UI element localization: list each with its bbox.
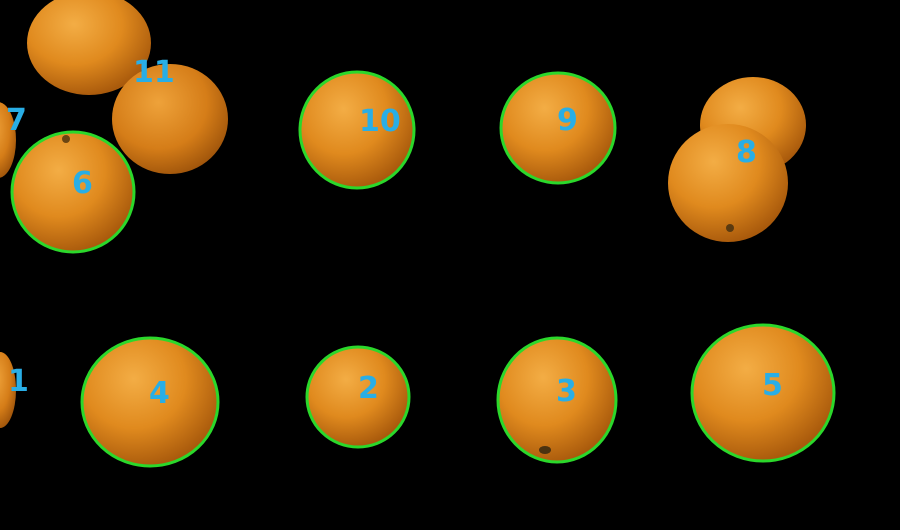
- label-9: 9: [557, 103, 578, 138]
- label-10: 10: [359, 104, 401, 139]
- orange-10: [298, 70, 416, 190]
- orange-6: [10, 130, 136, 254]
- orange-4: [80, 336, 220, 468]
- label-11: 11: [133, 55, 175, 90]
- orange-7: [0, 102, 16, 178]
- label-3: 3: [556, 374, 577, 409]
- orange-5: [690, 323, 836, 463]
- orange-8: [668, 124, 788, 242]
- orange-3: [496, 336, 618, 464]
- label-8: 8: [736, 135, 757, 170]
- label-2: 2: [358, 371, 379, 406]
- orange-11: [112, 64, 228, 174]
- orange-top-left: [27, 0, 151, 95]
- label-4: 4: [149, 376, 170, 411]
- label-6: 6: [72, 166, 93, 201]
- label-7: 7: [6, 103, 27, 138]
- orange-2: [305, 345, 411, 449]
- orange-9: [499, 71, 617, 185]
- label-5: 5: [762, 368, 783, 403]
- orange-1: [0, 352, 16, 428]
- label-1: 1: [8, 364, 29, 399]
